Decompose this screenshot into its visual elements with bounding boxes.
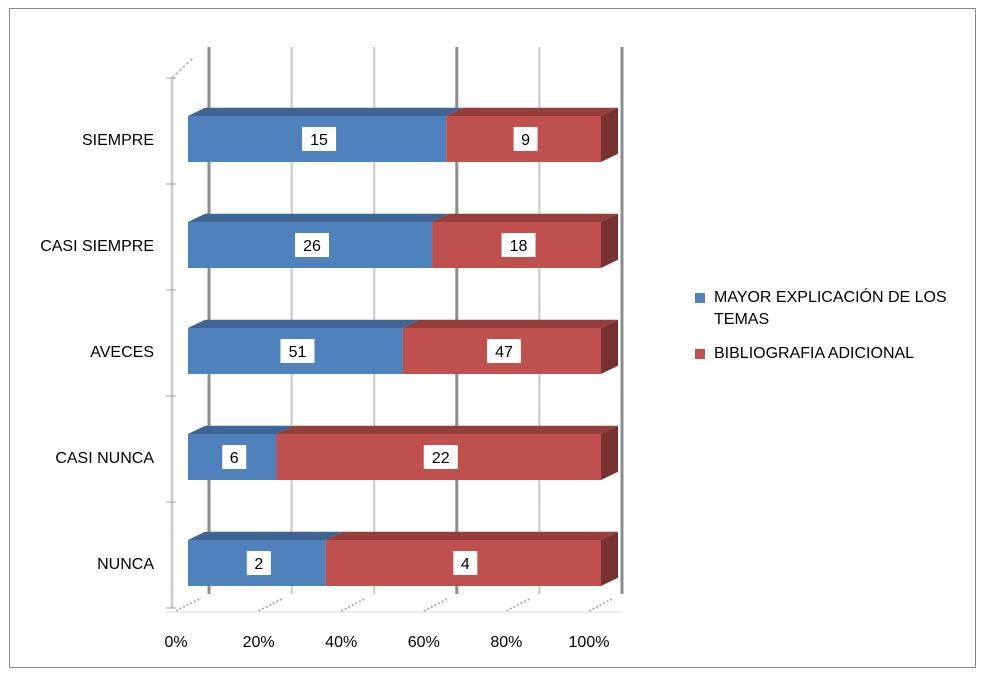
data-label-casi-siempre-s2: 18	[510, 238, 528, 255]
bar-top-casi-nunca-s1	[188, 426, 294, 434]
bar-top-siempre-s1	[188, 108, 463, 116]
bar-top-casi-nunca-s2	[277, 426, 619, 434]
bar-top-casi-siempre-s2	[432, 214, 618, 222]
bar-side-siempre	[601, 108, 618, 162]
bar-side-nunca	[601, 532, 618, 586]
data-label-siempre-s1: 15	[310, 132, 328, 149]
bar-top-aveces-s1	[188, 320, 420, 328]
side-wall-top	[172, 58, 193, 78]
category-label-siempre: SIEMPRE	[82, 132, 154, 149]
x-tick-label-3: 60%	[408, 634, 440, 651]
chart-legend: MAYOR EXPLICACIÓN DE LOS TEMAS BIBLIOGRA…	[695, 287, 980, 377]
data-label-nunca-s2: 4	[461, 556, 470, 573]
category-label-casi-siempre: CASI SIEMPRE	[40, 238, 154, 255]
category-label-nunca: NUNCA	[97, 556, 154, 573]
legend-swatch-series-2	[695, 349, 705, 359]
bar-top-aveces-s2	[403, 320, 618, 328]
data-label-nunca-s1: 2	[254, 556, 263, 573]
bar-top-nunca-s2	[326, 532, 618, 540]
data-label-siempre-s2: 9	[521, 132, 530, 149]
data-label-casi-nunca-s2: 22	[432, 450, 450, 467]
category-label-aveces: AVECES	[90, 344, 154, 361]
bar-side-aveces	[601, 320, 618, 374]
x-tick-label-1: 20%	[243, 634, 275, 651]
floor-tick-5	[589, 598, 614, 611]
legend-swatch-series-1	[695, 293, 705, 303]
data-label-casi-siempre-s1: 26	[303, 238, 321, 255]
legend-label-series-1: MAYOR EXPLICACIÓN DE LOS TEMAS	[714, 287, 980, 331]
floor-tick-0	[176, 598, 201, 611]
bar-side-casi-nunca	[601, 426, 618, 480]
bar-top-nunca-s1	[188, 532, 343, 540]
floor-tick-3	[424, 598, 449, 611]
floor-tick-2	[341, 598, 366, 611]
data-label-aveces-s1: 51	[289, 344, 307, 361]
legend-item-series-2: BIBLIOGRAFIA ADICIONAL	[695, 343, 980, 365]
legend-item-series-1: MAYOR EXPLICACIÓN DE LOS TEMAS	[695, 287, 980, 331]
data-label-casi-nunca-s1: 6	[230, 450, 239, 467]
bar-side-casi-siempre	[601, 214, 618, 268]
legend-label-series-2: BIBLIOGRAFIA ADICIONAL	[714, 343, 914, 365]
bar-top-siempre-s2	[446, 108, 618, 116]
floor-tick-1	[259, 598, 284, 611]
x-tick-label-0: 0%	[164, 634, 187, 651]
data-label-aveces-s2: 47	[495, 344, 513, 361]
x-tick-label-4: 80%	[490, 634, 522, 651]
floor-tick-4	[506, 598, 531, 611]
category-label-casi-nunca: CASI NUNCA	[55, 450, 154, 467]
x-tick-label-5: 100%	[569, 634, 610, 651]
x-tick-label-2: 40%	[325, 634, 357, 651]
bar-top-casi-siempre-s1	[188, 214, 449, 222]
